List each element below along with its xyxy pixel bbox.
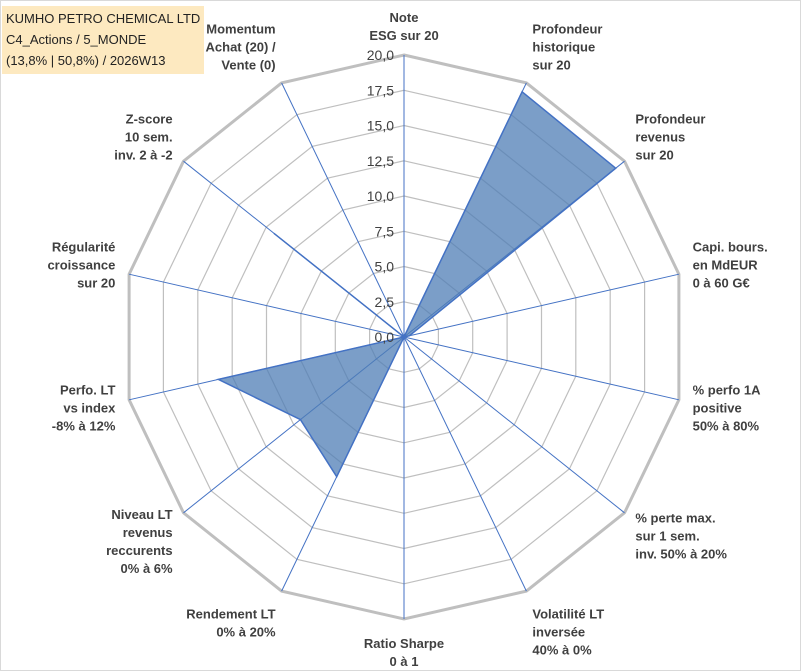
tick-label: 17,5 <box>367 82 394 98</box>
axis-label-line: sur 20 <box>635 147 673 162</box>
tick-label: 2,5 <box>375 294 395 310</box>
tick-label: 5,0 <box>375 259 395 275</box>
tick-label: 20,0 <box>367 47 394 63</box>
axis-label-line: Niveau LT <box>111 507 172 522</box>
tick-label: 10,0 <box>367 188 394 204</box>
axis-label: Volatilité LT inversée 40% à 0% <box>532 607 604 658</box>
axis-label: % perte max. sur 1 sem. inv. 50% à 20% <box>635 511 727 562</box>
axis-label: Note ESG sur 20 <box>369 10 438 43</box>
axis-label: Rendement LT 0% à 20% <box>186 607 276 640</box>
axis-label-line: -8% à 12% <box>52 418 116 433</box>
axis-label: Niveau LT revenus reccurents 0% à 6% <box>106 507 173 576</box>
tick-label: 7,5 <box>375 223 395 239</box>
axis-spoke <box>403 336 527 592</box>
chart-title-box: KUMHO PETRO CHEMICAL LTD C4_Actions / 5_… <box>2 6 205 74</box>
axis-label: Régularité croissance sur 20 <box>47 240 115 291</box>
axis-label-line: sur 20 <box>77 276 115 291</box>
radar-tick-labels: 0,0 2,5 5,0 7,5 10,0 12,5 15,0 17,5 20,0 <box>367 47 394 345</box>
axis-label: Momentum Achat (20) / Vente (0) <box>206 21 276 72</box>
series-area <box>216 90 617 479</box>
axis-label-line: historique <box>532 39 595 54</box>
axis-label-line: 50% à 80% <box>693 418 760 433</box>
axis-label-line: Capi. bours. <box>693 240 768 255</box>
axis-label-line: positive <box>693 400 742 415</box>
radar-series <box>216 90 617 479</box>
axis-label: Capi. bours. en MdEUR 0 à 60 G€ <box>693 240 768 291</box>
axis-label-line: sur 20 <box>532 57 570 72</box>
axis-label-line: Z-score <box>126 111 173 126</box>
axis-label-line: ESG sur 20 <box>369 28 438 43</box>
axis-label-line: Rendement LT <box>186 607 275 622</box>
axis-label-line: 10 sem. <box>125 129 173 144</box>
axis-label-line: Volatilité LT <box>532 607 604 622</box>
axis-label-line: inv. 50% à 20% <box>635 547 727 562</box>
axis-label-line: 40% à 0% <box>532 643 592 658</box>
axis-label-line: Régularité <box>52 240 116 255</box>
axis-label: Profondeur historique sur 20 <box>532 21 602 72</box>
axis-label-line: Vente (0) <box>221 57 275 72</box>
axis-spoke <box>281 82 405 338</box>
axis-label-line: inversée <box>532 625 585 640</box>
axis-label: % perfo 1A positive 50% à 80% <box>693 382 762 433</box>
axis-spoke <box>403 273 680 338</box>
axis-label-line: % perfo 1A <box>693 382 762 397</box>
title-company: KUMHO PETRO CHEMICAL LTD <box>6 11 201 26</box>
axis-label: Profondeur revenus sur 20 <box>635 111 705 162</box>
axis-label: Z-score 10 sem. inv. 2 à -2 <box>114 111 172 162</box>
radar-axis-labels: Note ESG sur 20 Profondeur historique sur 20… <box>47 10 767 669</box>
title-period: (13,8% | 50,8%) / 2026W13 <box>6 53 166 68</box>
axis-label-line: croissance <box>47 258 115 273</box>
axis-label-line: Ratio Sharpe <box>364 636 444 651</box>
axis-label-line: 0% à 6% <box>121 561 173 576</box>
axis-spoke <box>403 336 625 514</box>
axis-label-line: Perfo. LT <box>60 382 115 397</box>
axis-label-line: en MdEUR <box>693 258 759 273</box>
tick-label: 15,0 <box>367 118 394 134</box>
axis-label-line: sur 1 sem. <box>635 529 699 544</box>
axis-spoke <box>403 336 680 401</box>
tick-label: 12,5 <box>367 153 394 169</box>
axis-label: Ratio Sharpe 0 à 1 <box>364 636 444 669</box>
axis-label: Perfo. LT vs index -8% à 12% <box>52 382 116 433</box>
axis-label-line: revenus <box>123 525 173 540</box>
axis-label-line: Profondeur <box>532 21 602 36</box>
tick-label: 0,0 <box>375 329 395 345</box>
axis-label-line: 0 à 1 <box>390 654 419 669</box>
axis-label-line: vs index <box>63 400 116 415</box>
axis-label-line: Profondeur <box>635 111 705 126</box>
axis-spoke <box>128 273 405 338</box>
axis-label-line: % perte max. <box>635 511 715 526</box>
title-category: C4_Actions / 5_MONDE <box>6 32 147 47</box>
axis-label-line: 0 à 60 G€ <box>693 276 750 291</box>
axis-label-line: revenus <box>635 129 685 144</box>
axis-label-line: Momentum <box>206 21 275 36</box>
axis-label-line: Note <box>390 10 419 25</box>
axis-label-line: 0% à 20% <box>216 625 276 640</box>
axis-label-line: Achat (20) / <box>206 39 276 54</box>
axis-label-line: inv. 2 à -2 <box>114 147 172 162</box>
axis-label-line: reccurents <box>106 543 172 558</box>
